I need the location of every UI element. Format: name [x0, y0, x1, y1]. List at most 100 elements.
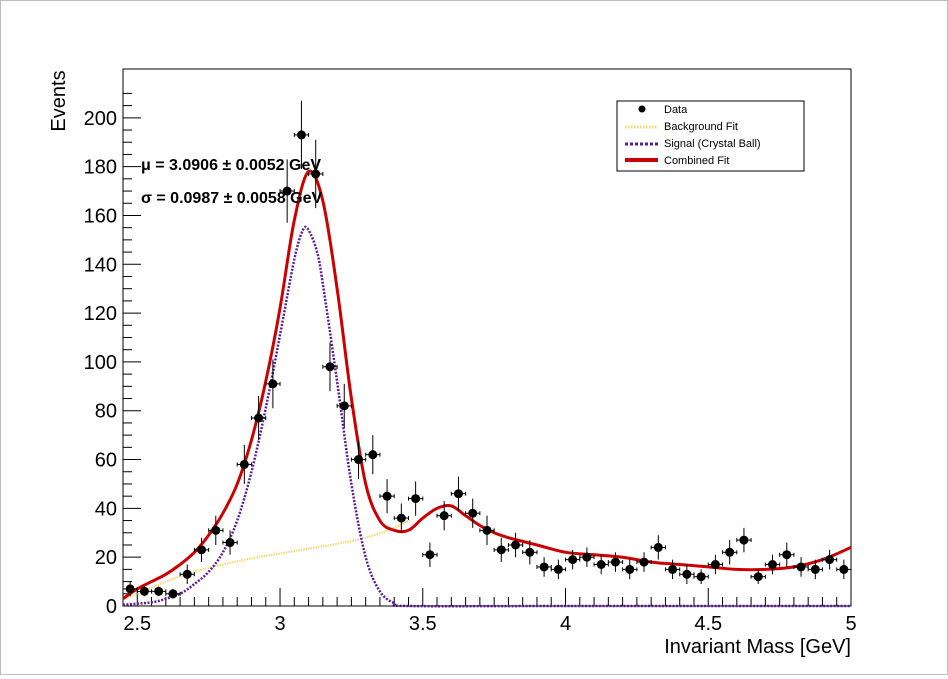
data-marker [511, 540, 521, 550]
data-point [279, 159, 295, 223]
data-point [522, 540, 538, 565]
data-point [222, 530, 238, 555]
data-marker [596, 560, 606, 570]
data-point [636, 552, 652, 572]
y-tick-label: 200 [84, 108, 117, 130]
data-point [436, 501, 452, 531]
data-marker [225, 538, 235, 548]
data-point [322, 342, 338, 392]
x-tick-label: 4 [560, 613, 571, 635]
data-point [493, 537, 509, 563]
data-marker [325, 362, 335, 372]
data-marker [154, 586, 164, 596]
y-tick-label: 140 [84, 254, 117, 276]
data-marker [639, 557, 649, 567]
signal-fit-curve [122, 225, 852, 608]
data-point [593, 554, 609, 575]
y-tick-label: 180 [84, 157, 117, 179]
y-tick-label: 60 [95, 450, 117, 472]
data-point [465, 498, 481, 528]
data-marker [239, 459, 249, 469]
data-marker [710, 560, 720, 570]
data-marker [139, 586, 149, 596]
data-point [379, 479, 395, 514]
data-marker [525, 547, 535, 557]
data-marker [610, 557, 620, 567]
x-axis-label: Invariant Mass [GeV] [664, 636, 851, 658]
legend: Data Background Fit Signal (Crystal Ball… [616, 100, 805, 172]
sigma-annotation: σ = 0.0987 ± 0.0058 GeV [141, 190, 323, 207]
data-marker [211, 525, 221, 535]
data-marker [411, 494, 421, 504]
data-point [793, 557, 809, 577]
x-tick-label: 3.5 [409, 613, 437, 635]
data-point [293, 100, 310, 170]
legend-data-marker [638, 105, 646, 113]
x-tick-label: 2.5 [123, 613, 151, 635]
data-marker [296, 130, 306, 140]
data-marker [782, 550, 792, 560]
data-marker [753, 572, 763, 582]
data-point [250, 396, 267, 441]
data-point [407, 481, 424, 516]
data-point [664, 559, 681, 580]
data-marker [653, 542, 663, 552]
data-marker [682, 569, 692, 579]
data-point [536, 557, 552, 577]
data-point [336, 383, 352, 428]
legend-background-label: Background Fit [664, 121, 738, 133]
data-marker [568, 555, 578, 565]
x-tick-label: 4.5 [694, 613, 722, 635]
data-marker [796, 562, 806, 572]
fit-curves [122, 169, 852, 608]
data-marker [810, 564, 820, 574]
data-marker [582, 552, 592, 562]
legend-combined-label: Combined Fit [664, 155, 729, 167]
data-marker [825, 555, 835, 565]
data-marker [282, 186, 292, 196]
data-point [236, 444, 252, 484]
x-tick-label: 3 [274, 613, 285, 635]
data-marker [696, 572, 706, 582]
data-point [208, 515, 224, 545]
data-marker [539, 562, 549, 572]
data-point [393, 503, 409, 533]
data-point [165, 588, 181, 599]
data-marker [739, 535, 749, 545]
data-marker [339, 401, 349, 411]
data-marker [396, 513, 406, 523]
data-point [422, 542, 438, 567]
data-marker [197, 545, 207, 555]
data-point [764, 554, 781, 575]
y-axis-label: Events [48, 70, 70, 131]
data-point [707, 554, 724, 575]
data-marker [725, 547, 735, 557]
data-point [365, 435, 381, 475]
data-point [807, 559, 823, 580]
mu-annotation: μ = 3.0906 ± 0.0052 GeV [141, 157, 321, 174]
data-marker [468, 508, 478, 518]
y-tick-label: 0 [106, 596, 117, 618]
data-marker [767, 560, 777, 570]
y-tick-label: 120 [84, 303, 117, 325]
data-marker [453, 489, 463, 499]
data-marker [496, 545, 506, 555]
data-marker [168, 589, 178, 599]
data-marker [553, 564, 563, 574]
data-point [579, 547, 595, 567]
data-marker [625, 564, 635, 574]
data-point [450, 476, 467, 511]
data-marker [125, 584, 135, 594]
data-marker [839, 564, 849, 574]
y-tick-label: 80 [95, 401, 117, 423]
data-point [679, 564, 695, 585]
data-point [779, 542, 795, 567]
data-marker [182, 569, 192, 579]
data-marker [668, 564, 678, 574]
data-point [550, 559, 567, 580]
data-point [308, 139, 324, 209]
data-marker [268, 379, 278, 389]
data-points [122, 100, 852, 599]
data-point [350, 440, 367, 480]
data-point [750, 569, 766, 585]
